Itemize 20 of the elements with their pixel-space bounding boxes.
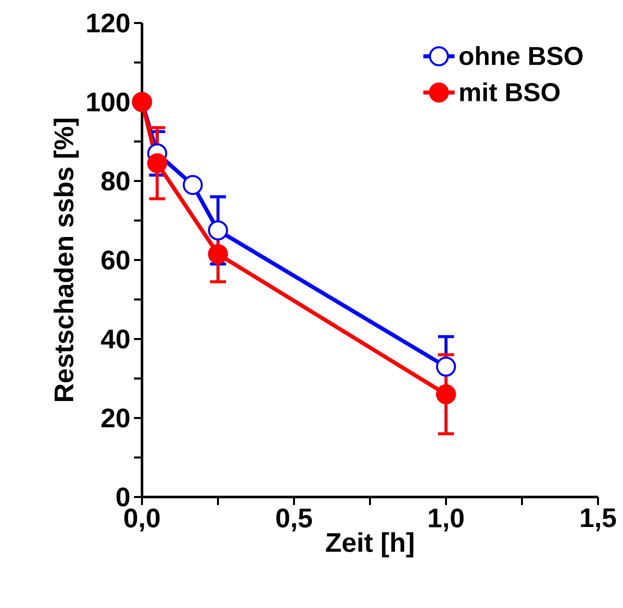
y-tick-label: 20: [101, 408, 130, 428]
point: [208, 244, 228, 264]
y-tick-label: 120: [87, 13, 130, 33]
x-tick-label: 0,5: [276, 508, 312, 532]
y-tick-label: 0: [116, 487, 130, 507]
legend-label: mit BSO: [460, 82, 560, 102]
point: [208, 220, 228, 240]
y-tick-label: 100: [87, 92, 130, 112]
y-axis-title: Restschaden ssbs [%]: [54, 118, 79, 401]
x-tick-label: 0,0: [124, 508, 160, 532]
x-tick-label: 1,0: [428, 508, 464, 532]
y-tick-label: 80: [101, 171, 130, 191]
point: [436, 384, 456, 404]
point: [182, 174, 203, 195]
legend-label: ohne BSO: [460, 46, 583, 66]
y-tick-label: 60: [102, 250, 130, 270]
x-axis-title: Zeit [h]: [326, 532, 414, 558]
y-tick-label: 40: [100, 329, 130, 349]
x-tick-label: 1,5: [580, 508, 616, 532]
point: [436, 356, 456, 377]
